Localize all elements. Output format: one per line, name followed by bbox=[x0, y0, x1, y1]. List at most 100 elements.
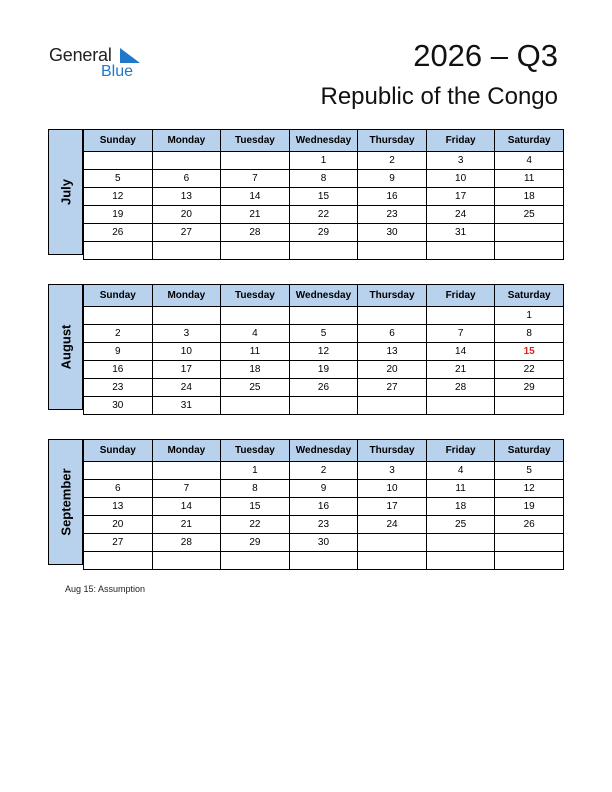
day-cell: 30 bbox=[357, 223, 427, 242]
week-row: 13 14 15 16 17 18 19 bbox=[83, 497, 564, 516]
day-cell: 3 bbox=[357, 461, 427, 480]
generalblue-logo: General Blue bbox=[49, 44, 149, 84]
day-cell: 2 bbox=[357, 151, 427, 170]
day-cell bbox=[357, 533, 427, 552]
day-cell bbox=[425, 396, 496, 415]
day-cell: 1 bbox=[494, 306, 564, 325]
day-cell: 4 bbox=[220, 324, 290, 343]
week-row bbox=[83, 551, 564, 570]
day-cell bbox=[83, 151, 153, 170]
day-cell bbox=[494, 241, 564, 260]
month-table: Sunday Monday Tuesday Wednesday Thursday Frid… bbox=[83, 439, 564, 570]
day-cell: 14 bbox=[151, 497, 222, 516]
day-cell bbox=[83, 306, 153, 325]
day-cell: 2 bbox=[83, 324, 153, 343]
day-cell: 6 bbox=[151, 169, 222, 188]
day-cell: 4 bbox=[425, 461, 496, 480]
day-cell: 8 bbox=[288, 169, 359, 188]
week-row: 1 bbox=[83, 306, 564, 325]
day-cell: 30 bbox=[288, 533, 359, 552]
weekday-header: Tuesday bbox=[220, 439, 290, 462]
day-cell bbox=[494, 396, 564, 415]
day-cell: 12 bbox=[288, 342, 359, 361]
day-cell: 23 bbox=[83, 378, 153, 397]
day-cell: 6 bbox=[83, 479, 153, 498]
day-cell: 5 bbox=[288, 324, 359, 343]
day-cell: 3 bbox=[151, 324, 222, 343]
day-cell bbox=[220, 306, 290, 325]
day-cell: 22 bbox=[288, 205, 359, 224]
day-cell: 21 bbox=[220, 205, 290, 224]
day-cell: 12 bbox=[494, 479, 564, 498]
day-cell: 17 bbox=[425, 187, 496, 206]
day-cell: 19 bbox=[83, 205, 153, 224]
day-cell: 7 bbox=[425, 324, 496, 343]
week-row: 30 31 bbox=[83, 396, 564, 415]
week-row: 5 6 7 8 9 10 11 bbox=[83, 169, 564, 188]
logo-blue-text: Blue bbox=[101, 63, 134, 80]
month-block-september: September Sunday Monday Tuesday Wednesday Thu… bbox=[48, 439, 564, 570]
day-cell: 1 bbox=[220, 461, 290, 480]
day-cell: 18 bbox=[494, 187, 564, 206]
day-cell: 1 bbox=[288, 151, 359, 170]
day-cell: 29 bbox=[220, 533, 290, 552]
holiday-note: Aug 15: Assumption bbox=[65, 584, 146, 594]
day-cell: 21 bbox=[425, 360, 496, 379]
day-cell: 7 bbox=[151, 479, 222, 498]
day-cell: 28 bbox=[220, 223, 290, 242]
month-table: Sunday Monday Tuesday Wednesday Thursday Frid… bbox=[83, 129, 564, 260]
month-label: July bbox=[48, 129, 83, 255]
day-cell: 17 bbox=[151, 360, 222, 379]
day-cell bbox=[83, 461, 153, 480]
weekday-header: Friday bbox=[425, 439, 496, 462]
day-cell: 25 bbox=[220, 378, 290, 397]
day-cell: 23 bbox=[357, 205, 427, 224]
day-cell bbox=[83, 241, 153, 260]
weekday-header: Thursday bbox=[357, 284, 427, 307]
day-cell: 13 bbox=[83, 497, 153, 516]
day-cell bbox=[357, 306, 427, 325]
day-cell: 18 bbox=[220, 360, 290, 379]
day-cell bbox=[425, 551, 496, 570]
day-cell: 28 bbox=[425, 378, 496, 397]
weekday-header: Sunday bbox=[83, 439, 153, 462]
day-cell: 11 bbox=[494, 169, 564, 188]
weekday-header: Thursday bbox=[357, 439, 427, 462]
month-block-august: August Sunday Monday Tuesday Wednesday Thursd… bbox=[48, 284, 564, 415]
day-cell: 13 bbox=[357, 342, 427, 361]
day-cell bbox=[220, 241, 290, 260]
day-cell: 25 bbox=[425, 515, 496, 534]
day-cell: 24 bbox=[425, 205, 496, 224]
week-row: 9 10 11 12 13 14 15 bbox=[83, 342, 564, 361]
day-cell bbox=[288, 396, 359, 415]
day-cell: 13 bbox=[151, 187, 222, 206]
day-cell: 9 bbox=[83, 342, 153, 361]
day-cell: 28 bbox=[151, 533, 222, 552]
day-cell: 15 bbox=[220, 497, 290, 516]
day-cell: 19 bbox=[288, 360, 359, 379]
day-cell: 23 bbox=[288, 515, 359, 534]
day-cell: 8 bbox=[220, 479, 290, 498]
day-cell: 10 bbox=[357, 479, 427, 498]
day-cell bbox=[425, 533, 496, 552]
day-cell: 19 bbox=[494, 497, 564, 516]
month-label: September bbox=[48, 439, 83, 565]
weekday-header: Wednesday bbox=[288, 284, 359, 307]
day-cell: 26 bbox=[494, 515, 564, 534]
day-cell bbox=[220, 396, 290, 415]
week-row: 20 21 22 23 24 25 26 bbox=[83, 515, 564, 534]
day-cell: 30 bbox=[83, 396, 153, 415]
weekday-header: Saturday bbox=[494, 284, 564, 307]
month-table: Sunday Monday Tuesday Wednesday Thursday Frid… bbox=[83, 284, 564, 415]
weekday-header-row: Sunday Monday Tuesday Wednesday Thursday Frid… bbox=[83, 439, 564, 462]
day-cell: 15 bbox=[494, 342, 564, 361]
day-cell: 16 bbox=[83, 360, 153, 379]
month-name: August bbox=[58, 324, 73, 370]
day-cell: 11 bbox=[220, 342, 290, 361]
day-cell bbox=[494, 551, 564, 570]
day-cell: 5 bbox=[83, 169, 153, 188]
weekday-header: Saturday bbox=[494, 439, 564, 462]
day-cell bbox=[151, 551, 222, 570]
weekday-header: Saturday bbox=[494, 129, 564, 152]
